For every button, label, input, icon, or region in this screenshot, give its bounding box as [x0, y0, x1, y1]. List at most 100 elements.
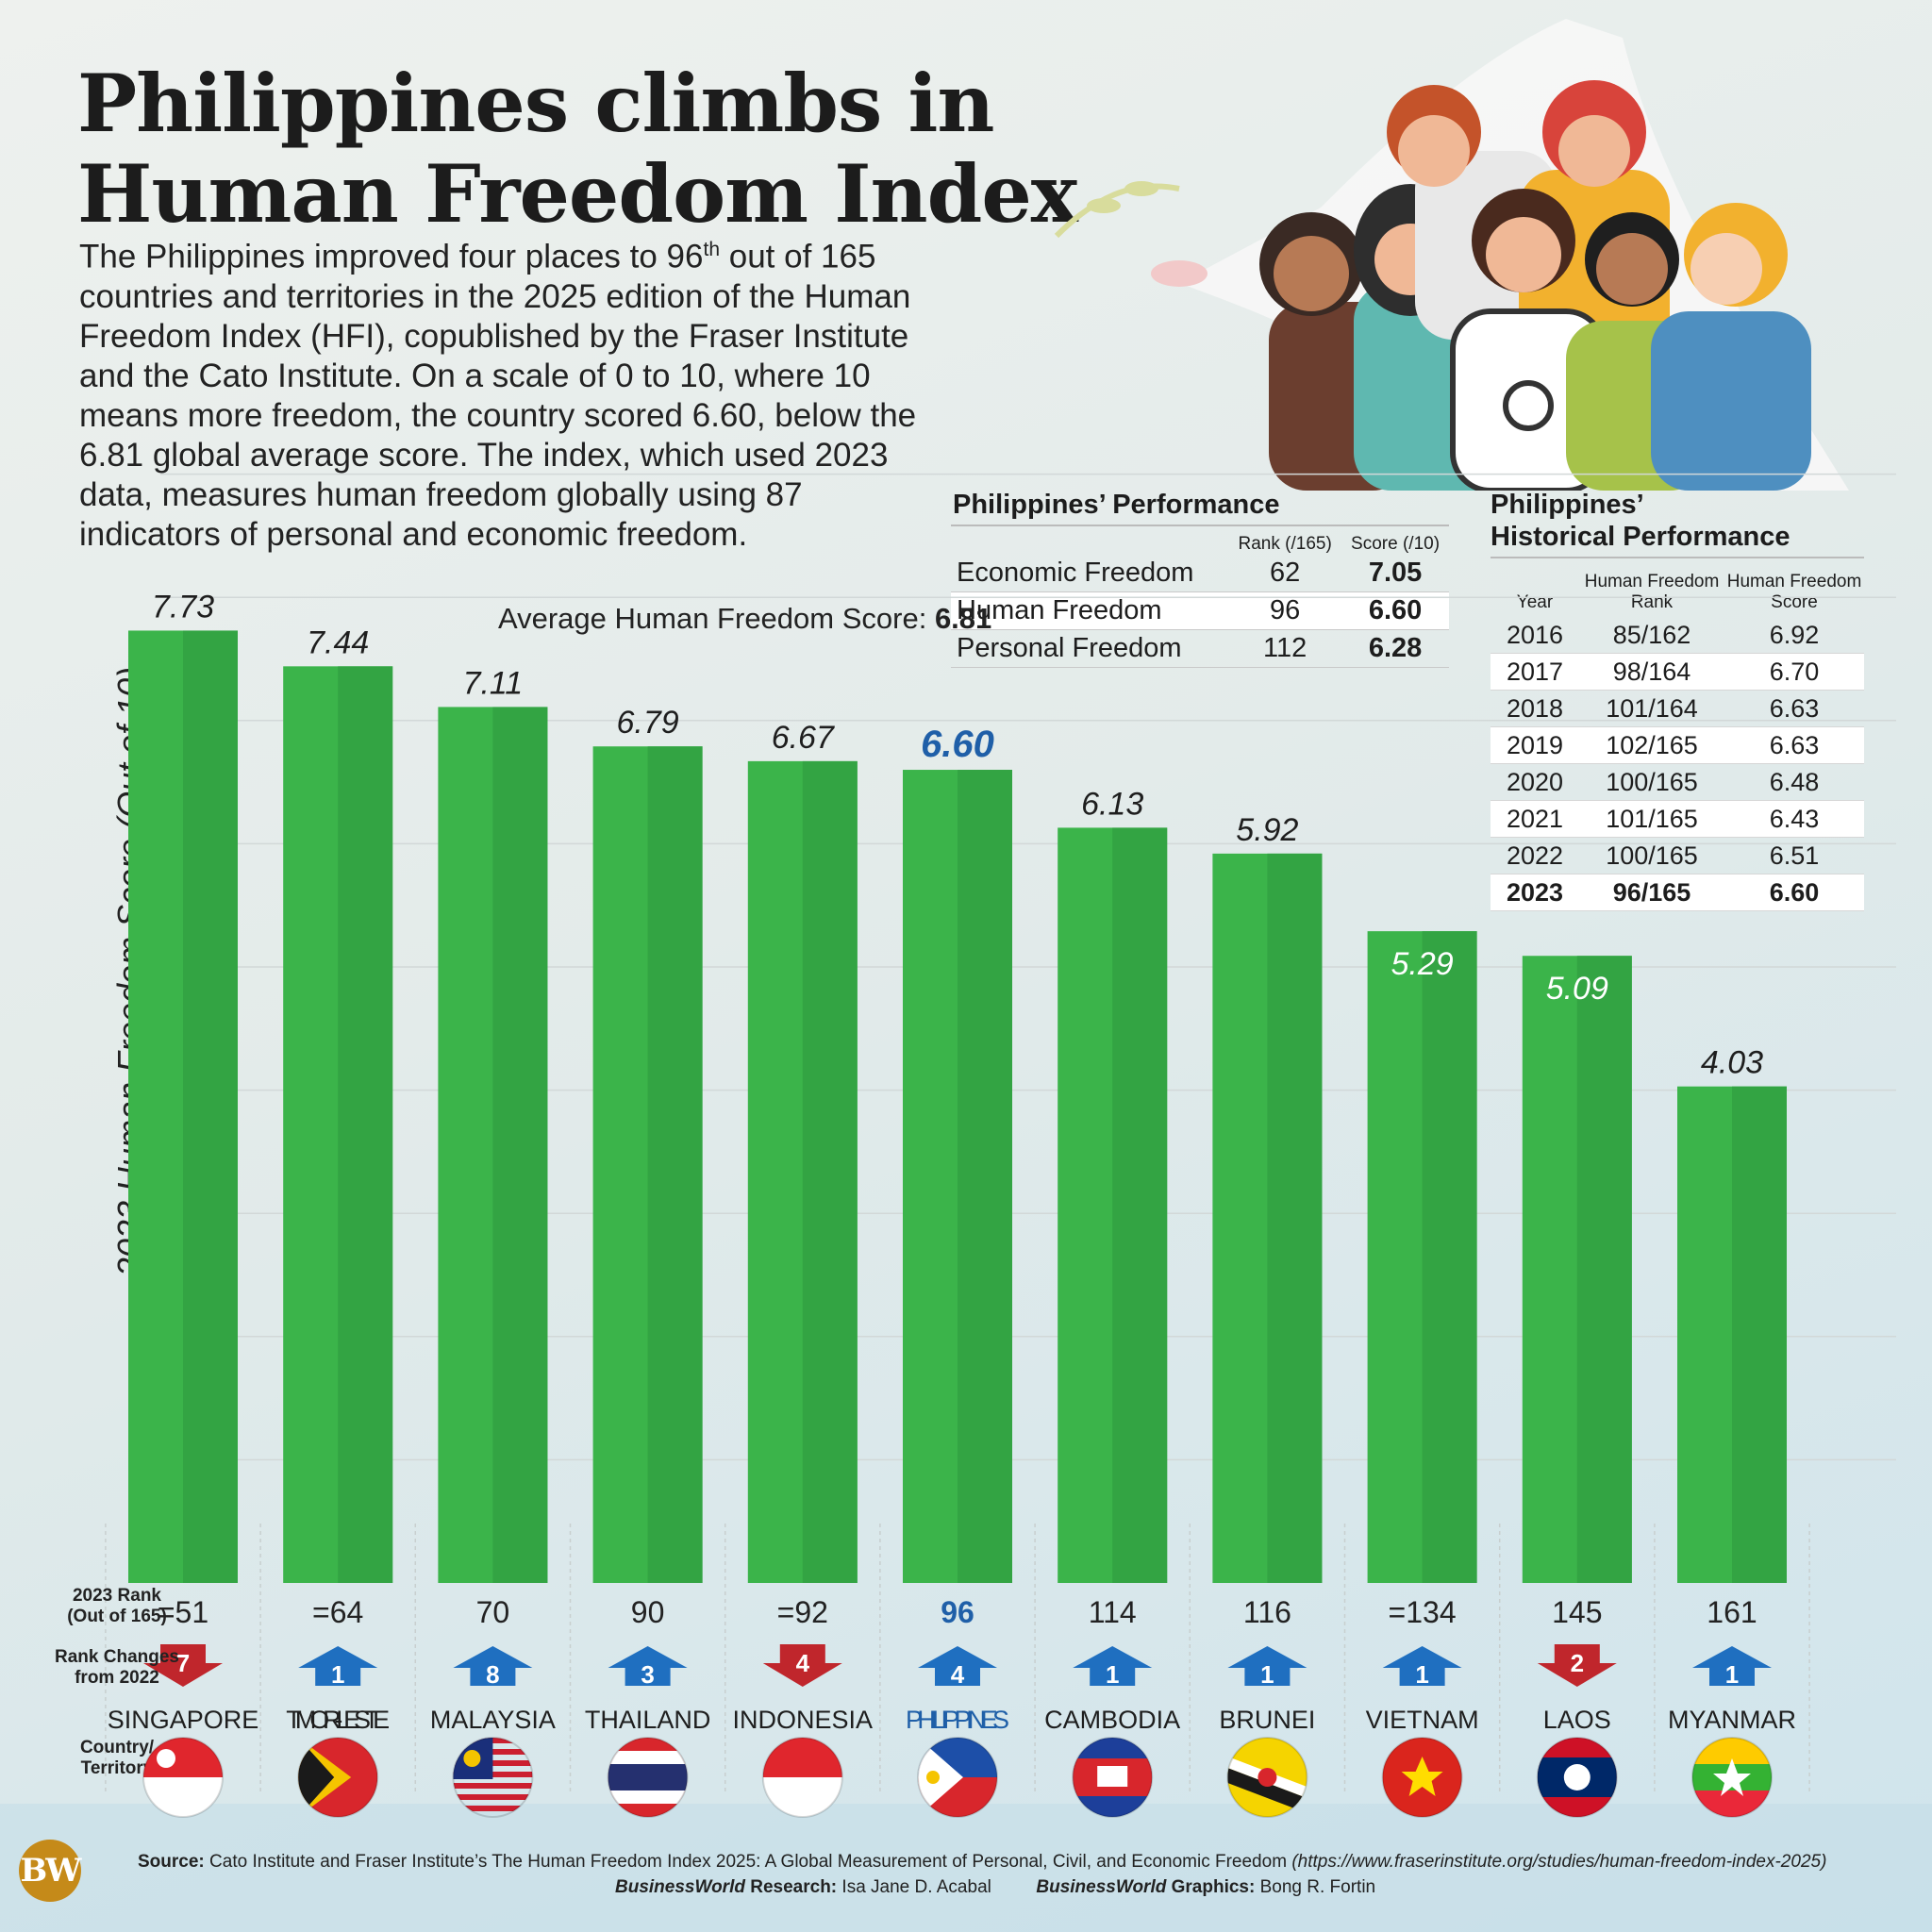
flag-outline — [452, 1737, 534, 1818]
average-score-label: Average Human Freedom Score: 6.81 — [498, 602, 991, 635]
change-row-label: from 2022 — [75, 1668, 159, 1688]
data-label: 6.13 — [1081, 786, 1143, 822]
bar-shade — [1267, 853, 1323, 1583]
bar-shade — [647, 746, 703, 1583]
page-title: Philippines climbs in Human Freedom Inde… — [77, 57, 1078, 241]
rank-row-label: 2023 Rank — [73, 1586, 161, 1606]
rank-value: 114 — [1089, 1595, 1137, 1629]
peace-icon — [1503, 380, 1554, 431]
cambodia-flag-icon — [1073, 1738, 1153, 1817]
rank-change-value: 7 — [176, 1649, 190, 1677]
credits: BusinessWorld Research: Isa Jane D. Acab… — [615, 1877, 1376, 1897]
arrow-up-icon — [918, 1646, 997, 1686]
myanmar-flag-icon — [1692, 1738, 1772, 1817]
country-name: INDONESIA — [733, 1706, 874, 1734]
rank-change-value: 8 — [486, 1660, 499, 1689]
rank-change-value: 4 — [951, 1660, 965, 1689]
businessworld-logo: BW — [19, 1840, 81, 1902]
title-line-2: Human Freedom Index — [77, 147, 1078, 241]
data-label: 5.09 — [1546, 971, 1608, 1007]
col-score-header: Score (/10) — [1351, 534, 1441, 554]
rank-change-value: 1 — [1725, 1660, 1739, 1689]
rank-value: 96 — [941, 1595, 974, 1629]
arrow-up-icon — [608, 1646, 688, 1686]
rank-value: 90 — [631, 1595, 665, 1629]
historical-table-title: Philippines’ Historical Performance — [1491, 490, 1790, 552]
performance-table: Rank (/165) Score (/10) Economic Freedom… — [951, 525, 1449, 668]
country-name: SINGAPORE — [108, 1706, 259, 1734]
country-name: VIETNAM — [1366, 1706, 1479, 1734]
people-illustration — [1054, 19, 1849, 491]
flag-outline — [607, 1737, 689, 1818]
country-name: TIMOR-LESTE — [286, 1706, 390, 1734]
rank-row-label: (Out of 165) — [67, 1607, 167, 1626]
performance-header-row: Rank (/165) Score (/10) — [951, 525, 1449, 555]
olive-branch — [1054, 183, 1180, 239]
rank-value: =51 — [158, 1595, 208, 1629]
footer-background — [0, 1804, 1932, 1932]
table-row: 2019 102/165 6.63 — [1491, 726, 1864, 764]
col-rank-header: Rank (/165) — [1238, 534, 1332, 554]
data-label: 6.67 — [772, 720, 835, 756]
title-line-1: Philippines climbs in — [77, 57, 994, 150]
rank-value: 70 — [476, 1595, 510, 1629]
rank-value: 145 — [1552, 1595, 1602, 1629]
flag-outline — [917, 1737, 998, 1818]
people-group — [1259, 80, 1811, 491]
rank-value: =92 — [777, 1595, 828, 1629]
flag-outline — [1381, 1737, 1463, 1818]
data-label: 6.60 — [921, 724, 994, 765]
data-label: 5.92 — [1236, 812, 1298, 848]
arrow-up-icon — [453, 1646, 533, 1686]
country-name: THAILAND — [585, 1706, 711, 1734]
country-name: BRUNEI — [1219, 1706, 1315, 1734]
data-label: 5.29 — [1391, 946, 1454, 982]
rank-value: =134 — [1389, 1595, 1457, 1629]
rank-value: 161 — [1707, 1595, 1757, 1629]
rank-change-value: 1 — [1260, 1660, 1274, 1689]
bar-shade — [802, 760, 858, 1583]
arrow-up-icon — [1692, 1646, 1772, 1686]
rank-change-value: 4 — [796, 1649, 810, 1677]
country-name: PHILIPPINES — [906, 1706, 1009, 1734]
flag-outline — [1226, 1737, 1308, 1818]
bar-shade — [1732, 1086, 1787, 1583]
laos-flag-icon — [1537, 1738, 1617, 1817]
arrow-up-icon — [298, 1646, 378, 1686]
country-name: LAOS — [1543, 1706, 1611, 1734]
bar-shade — [183, 630, 238, 1583]
table-row: Personal Freedom 112 6.28 — [951, 629, 1449, 668]
bar-shade — [958, 770, 1012, 1583]
flag-outline — [142, 1737, 224, 1818]
table-row: 2023 96/165 6.60 — [1491, 874, 1864, 911]
change-row-label: Rank Changes — [55, 1647, 179, 1667]
data-label: 7.44 — [307, 625, 369, 660]
thailand-flag-icon — [608, 1738, 688, 1817]
rank-change-value: 3 — [641, 1660, 654, 1689]
arrow-down-icon — [143, 1644, 223, 1687]
dove-beak — [1151, 260, 1208, 287]
country-row-label: Country/ — [80, 1738, 155, 1757]
rank-change-value: 2 — [1571, 1649, 1584, 1677]
flag-outline — [1691, 1737, 1773, 1818]
data-label: 4.03 — [1701, 1045, 1763, 1081]
bar-shade — [1112, 827, 1168, 1583]
arrow-up-icon — [1227, 1646, 1307, 1686]
data-label: 7.11 — [463, 665, 524, 701]
table-row: Economic Freedom 62 7.05 — [951, 555, 1449, 592]
table-row: 2020 100/165 6.48 — [1491, 763, 1864, 801]
source-note: Source: Cato Institute and Fraser Instit… — [138, 1852, 1827, 1872]
country-name: MYANMAR — [1668, 1706, 1796, 1734]
bar-shade — [1576, 956, 1632, 1583]
rank-value: =64 — [312, 1595, 363, 1629]
rank-change-value: 1 — [331, 1660, 344, 1689]
rank-change-value: 1 — [1106, 1660, 1119, 1689]
table-row: 2021 101/165 6.43 — [1491, 800, 1864, 838]
bar-shade — [1422, 931, 1477, 1583]
brunei-flag-icon — [1227, 1738, 1307, 1817]
table-row: Human Freedom 96 6.60 — [951, 591, 1449, 630]
arrow-down-icon — [762, 1644, 842, 1687]
flag-outline — [761, 1737, 843, 1818]
performance-table-title: Philippines’ Performance — [953, 490, 1280, 520]
